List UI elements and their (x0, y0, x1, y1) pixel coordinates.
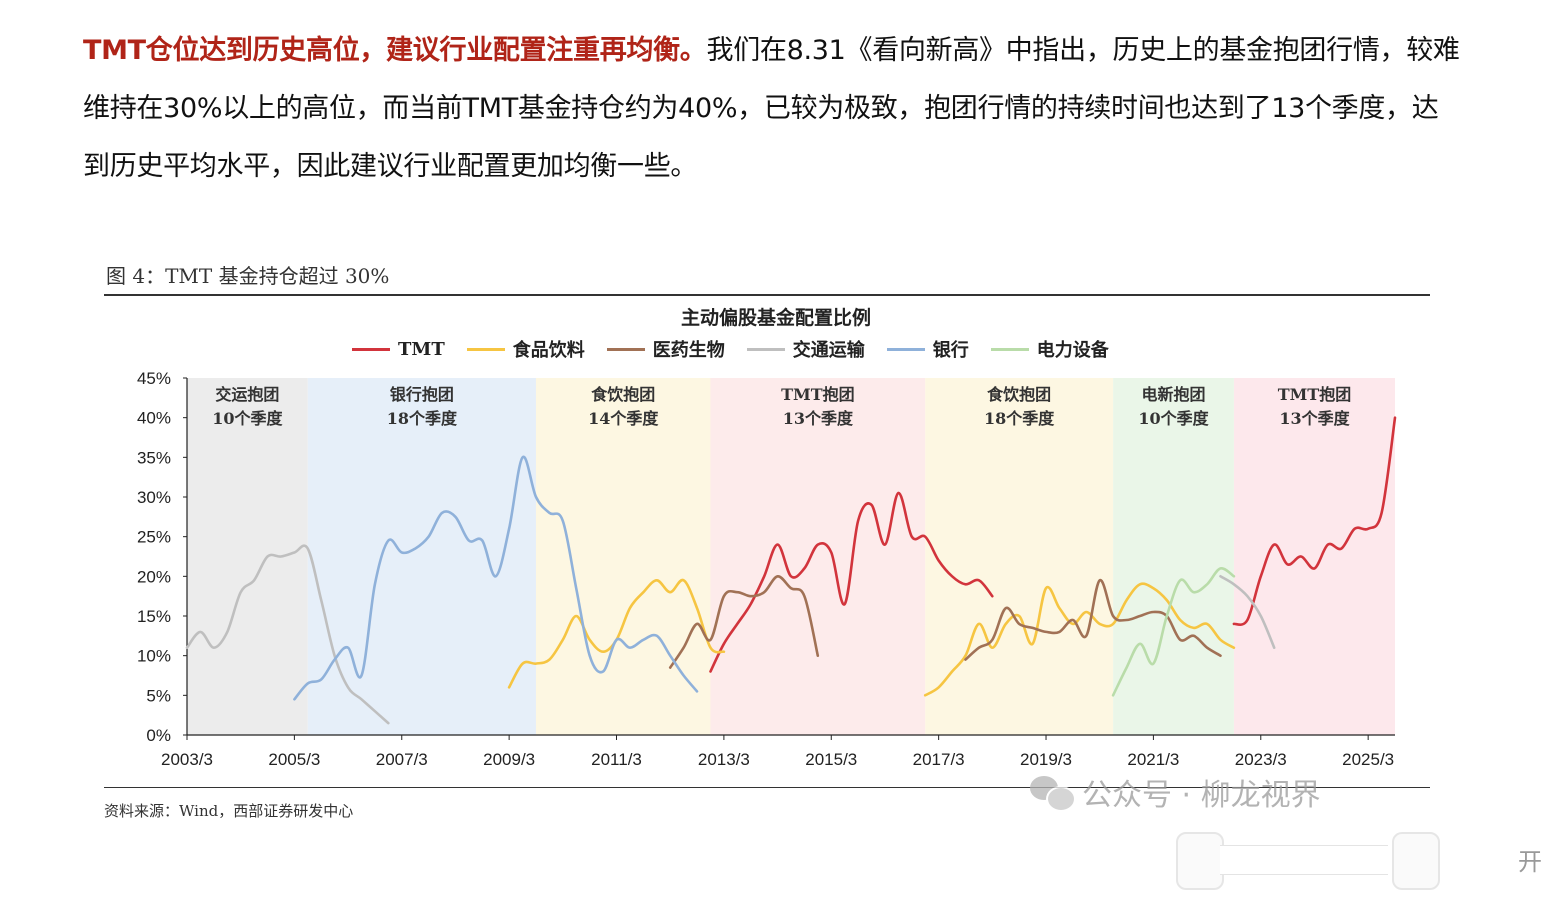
x-tick-label-7: 2017/3 (913, 750, 965, 769)
chart-legend: TMT 食品饮料 医药生物 交通运输 银行 电力设备 (352, 336, 1109, 362)
legend-swatch-tmt (352, 347, 390, 351)
band-2 (535, 378, 711, 735)
band-duration-5: 10个季度 (1138, 409, 1209, 428)
x-tick-label-5: 2013/3 (698, 750, 750, 769)
legend-swatch-food-beverage (466, 347, 505, 351)
band-duration-0: 10个季度 (212, 409, 283, 428)
band-label-6: TMT抱团 (1278, 385, 1352, 404)
x-tick-label-8: 2019/3 (1020, 750, 1072, 769)
legend-swatch-transport (746, 347, 785, 351)
y-tick-label-9: 0% (146, 726, 171, 745)
band-label-4: 食饮抱团 (986, 385, 1051, 404)
band-label-2: 食饮抱团 (590, 385, 655, 404)
x-tick-label-9: 2021/3 (1127, 750, 1179, 769)
band-duration-4: 18个季度 (984, 409, 1055, 428)
page-scrubber[interactable] (1220, 845, 1388, 875)
chart-title: 主动偏股基金配置比例 (680, 307, 871, 329)
paragraph-lead: TMT仓位达到历史高位，建议行业配置注重再均衡。 (83, 35, 707, 66)
x-tick-label-10: 2023/3 (1235, 750, 1287, 769)
y-tick-label-5: 20% (137, 567, 171, 586)
y-tick-label-1: 40% (137, 409, 171, 428)
band-label-3: TMT抱团 (781, 385, 855, 404)
source-note: 资料来源：Wind，西部证券研发中心 (104, 802, 354, 820)
y-tick-label-2: 35% (137, 448, 171, 467)
series-line-3 (923, 582, 1236, 697)
series-line-6 (185, 544, 390, 725)
band-label-5: 电新抱团 (1142, 385, 1206, 404)
band-duration-1: 18个季度 (387, 409, 458, 428)
line-chart: 交运抱团 10个季度 银行抱团 18个季度 食饮抱团 14个季度 TMT抱团 13个季度 食饮抱… (137, 369, 1397, 769)
series-line-8 (293, 455, 699, 701)
x-tick-label-3: 2009/3 (483, 750, 535, 769)
legend-item-tmt: TMT (352, 339, 445, 360)
y-tick-label-7: 10% (137, 647, 171, 666)
watermark-text: 公众号 · 柳龙视界 (1082, 778, 1321, 813)
figure-caption: 图 4：TMT 基金持仓超过 30% (106, 264, 390, 288)
legend-item-food-beverage: 食品饮料 (466, 336, 585, 362)
legend-item-pharma: 医药生物 (606, 336, 725, 362)
series-line-5 (964, 578, 1222, 661)
legend-item-transport: 交通运输 (746, 336, 865, 362)
previous-button[interactable] (1176, 832, 1224, 890)
x-tick-label-0: 2003/3 (161, 750, 213, 769)
legend-label-pharma: 医药生物 (652, 340, 725, 361)
x-tick-label-11: 2025/3 (1342, 750, 1394, 769)
legend-label-transport: 交通运输 (792, 340, 865, 361)
band-duration-6: 13个季度 (1279, 409, 1350, 428)
paragraph-body: 我们在8.31《看向新高》中指出，历史上的基金抱团行情，较难维持在30%以上的高… (83, 35, 1460, 182)
series-line-0 (709, 491, 994, 673)
wechat-icon (1030, 774, 1076, 812)
legend-label-bank: 银行 (932, 340, 969, 361)
figure-top-rule (104, 294, 1430, 296)
band-label-1: 银行抱团 (390, 385, 454, 404)
band-duration-2: 14个季度 (588, 409, 659, 428)
x-tick-label-6: 2015/3 (805, 750, 857, 769)
series-line-4 (668, 575, 820, 669)
legend-label-tmt: TMT (398, 338, 445, 360)
watermark: 公众号 · 柳龙视界 (1030, 770, 1321, 814)
legend-label-power-equipment: 电力设备 (1036, 340, 1109, 361)
band-4 (925, 378, 1114, 735)
band-5 (1113, 378, 1234, 735)
series-line-7 (1219, 575, 1276, 649)
x-tick-label-1: 2005/3 (268, 750, 320, 769)
x-tick-label-2: 2007/3 (376, 750, 428, 769)
legend-label-food-beverage: 食品饮料 (512, 340, 585, 361)
intro-paragraph: TMT仓位达到历史高位，建议行业配置注重再均衡。我们在8.31《看向新高》中指出… (83, 22, 1463, 196)
y-tick-label-0: 45% (137, 369, 171, 388)
band-label-0: 交运抱团 (215, 385, 279, 404)
legend-item-power-equipment: 电力设备 (990, 336, 1109, 362)
band-0 (187, 378, 308, 735)
y-tick-label-3: 30% (137, 488, 171, 507)
legend-swatch-bank (886, 347, 925, 351)
open-label[interactable]: 开 (1518, 848, 1542, 876)
y-tick-label-8: 5% (146, 686, 171, 705)
legend-item-bank: 银行 (886, 336, 969, 362)
band-6 (1233, 378, 1395, 735)
series-line-9 (1111, 567, 1236, 697)
next-button[interactable] (1392, 832, 1440, 890)
y-tick-label-4: 25% (137, 528, 171, 547)
band-3 (710, 378, 926, 735)
legend-swatch-pharma (606, 347, 645, 351)
series-line-1 (1232, 416, 1397, 626)
figure-bottom-rule (104, 787, 1430, 788)
legend-swatch-power-equipment (990, 347, 1029, 351)
y-tick-label-6: 15% (137, 607, 171, 626)
x-tick-label-4: 2011/3 (591, 750, 642, 769)
band-1 (307, 378, 536, 735)
band-duration-3: 13个季度 (783, 409, 854, 428)
